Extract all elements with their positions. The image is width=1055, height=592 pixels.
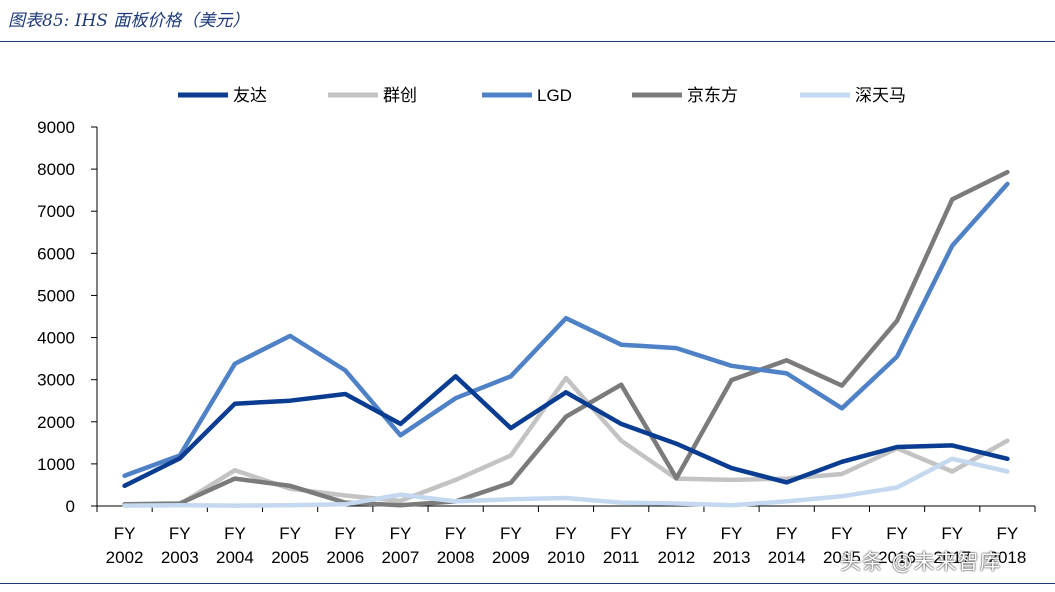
bottom-divider [0, 583, 1055, 584]
x-tick-label: 2012 [657, 548, 695, 567]
x-tick-label: 2007 [382, 548, 420, 567]
x-tick-label: 2006 [326, 548, 364, 567]
y-tick-label: 4000 [37, 329, 75, 348]
x-tick-label-prefix: FY [941, 524, 963, 543]
y-tick-label: 5000 [37, 286, 75, 305]
top-divider [0, 41, 1055, 42]
x-tick-label-prefix: FY [555, 524, 577, 543]
series-line-0 [122, 374, 1010, 489]
x-tick-label-prefix: FY [114, 524, 136, 543]
x-axis: FY 2002 FY 2003 FY 2004 FY 2005 FY 2006 FY 2007 FY 20… [96, 505, 1036, 567]
legend-label-1: 群创 [383, 86, 417, 105]
y-tick-label: 3000 [37, 371, 75, 390]
y-tick-label: 0 [66, 497, 75, 516]
x-tick-label: 2013 [713, 548, 751, 567]
x-tick-label: 2017 [933, 548, 971, 567]
x-tick-label: 2004 [216, 548, 254, 567]
y-tick-label: 1000 [37, 455, 75, 474]
legend-label-3: 京东方 [687, 86, 738, 105]
legend-label-4: 深天马 [855, 86, 906, 105]
x-tick-label: 2015 [823, 548, 861, 567]
x-tick-label: 2005 [271, 548, 309, 567]
x-tick-label: 2011 [603, 548, 640, 567]
legend-label-2: LGD [537, 86, 572, 105]
y-tick-label: 7000 [37, 202, 75, 221]
series-line-1 [122, 375, 1010, 508]
legend-label-0: 友达 [233, 86, 267, 105]
x-tick-label-prefix: FY [776, 524, 798, 543]
figure-title: 图表85: IHS 面板价格（美元） [8, 11, 250, 31]
chart-legend: 友达 群创 LGD 京东方 深天马 [178, 86, 906, 105]
series-line-2 [122, 181, 1010, 478]
x-tick-label: 2008 [437, 548, 475, 567]
x-tick-label: 2014 [768, 548, 806, 567]
y-tick-label: 2000 [37, 413, 75, 432]
x-tick-label: 2018 [988, 548, 1026, 567]
x-tick-label: 2016 [878, 548, 916, 567]
x-tick-label-prefix: FY [886, 524, 908, 543]
series-line-3 [122, 169, 1010, 508]
x-tick-label-prefix: FY [831, 524, 853, 543]
x-tick-label: 2003 [161, 548, 199, 567]
x-tick-label-prefix: FY [997, 524, 1019, 543]
y-tick-label: 6000 [37, 244, 75, 263]
y-axis: 0 1000 2000 3000 4000 5000 6000 7000 8000 9000 [37, 118, 98, 516]
x-tick-label-prefix: FY [169, 524, 191, 543]
x-tick-label-prefix: FY [665, 524, 687, 543]
x-tick-label: 2002 [106, 548, 144, 567]
x-tick-label-prefix: FY [445, 524, 467, 543]
series-line-4 [122, 456, 1010, 508]
x-tick-label-prefix: FY [334, 524, 356, 543]
y-tick-label: 8000 [37, 160, 75, 179]
watermark: 头条 @未来智库 [840, 550, 1002, 574]
y-tick-label: 9000 [37, 118, 75, 137]
x-tick-label: 2010 [547, 548, 585, 567]
x-tick-label-prefix: FY [610, 524, 632, 543]
x-tick-label: 2009 [492, 548, 530, 567]
x-tick-label-prefix: FY [390, 524, 412, 543]
x-tick-label-prefix: FY [721, 524, 743, 543]
x-tick-label-prefix: FY [224, 524, 246, 543]
x-tick-label-prefix: FY [279, 524, 301, 543]
x-tick-label-prefix: FY [500, 524, 522, 543]
series-lines [122, 169, 1010, 508]
